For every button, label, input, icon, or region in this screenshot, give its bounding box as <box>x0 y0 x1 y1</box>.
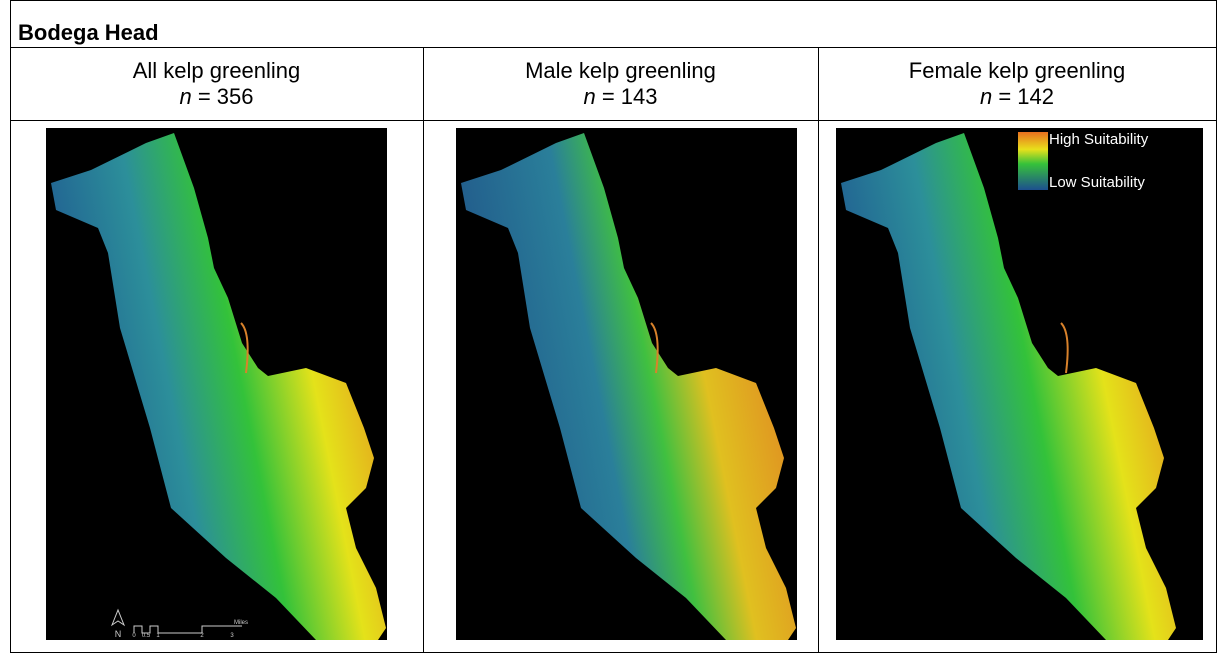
header-label: Male kelp greenling <box>423 58 818 84</box>
border <box>10 0 1217 1</box>
column-header: Female kelp greenling n = 142 <box>818 58 1216 110</box>
n-symbol: n <box>980 84 992 109</box>
n-text: = 142 <box>998 84 1054 109</box>
suitability-map <box>456 128 797 640</box>
suitability-map: N 0 0.5 1 2 3 Miles <box>46 128 387 640</box>
border <box>1216 0 1217 653</box>
header-label: All kelp greenling <box>10 58 423 84</box>
header-n: n = 143 <box>423 84 818 110</box>
column-header: All kelp greenling n = 356 <box>10 58 423 110</box>
scale-label: 0.5 <box>142 633 151 639</box>
n-text: = 356 <box>198 84 254 109</box>
page: Bodega Head All kelp greenling n = 356 M… <box>0 0 1227 654</box>
border <box>10 652 1217 653</box>
border <box>423 47 424 653</box>
suitability-map: High Suitability Low Suitability <box>836 128 1203 640</box>
n-symbol: n <box>179 84 191 109</box>
border <box>818 47 819 653</box>
n-text: = 143 <box>602 84 658 109</box>
n-symbol: n <box>583 84 595 109</box>
north-label: N <box>115 629 122 639</box>
column-header: Male kelp greenling n = 143 <box>423 58 818 110</box>
header-n: n = 356 <box>10 84 423 110</box>
border <box>10 47 1217 48</box>
table-title: Bodega Head <box>18 20 159 46</box>
header-n: n = 142 <box>818 84 1216 110</box>
header-label: Female kelp greenling <box>818 58 1216 84</box>
legend-high: High Suitability <box>1049 131 1149 148</box>
scale-unit: Miles <box>234 620 248 626</box>
border <box>10 120 1217 121</box>
legend-low: Low Suitability <box>1049 174 1145 191</box>
